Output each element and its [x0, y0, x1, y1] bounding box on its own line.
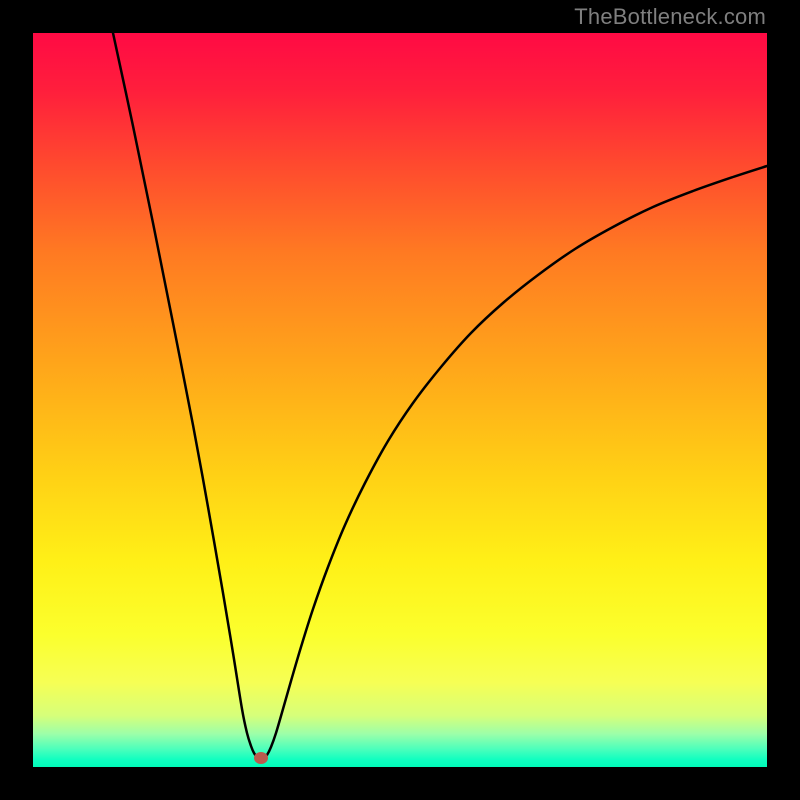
watermark-text: TheBottleneck.com: [574, 4, 766, 30]
plot-area: [33, 33, 767, 767]
min-marker: [254, 752, 268, 764]
curve-layer: [33, 33, 767, 767]
curve-line: [113, 33, 767, 759]
chart-frame: TheBottleneck.com: [0, 0, 800, 800]
